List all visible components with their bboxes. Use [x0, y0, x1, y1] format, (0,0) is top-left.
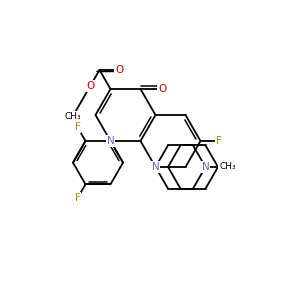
Text: N: N	[152, 162, 159, 172]
Text: F: F	[216, 136, 221, 146]
Text: N: N	[202, 162, 209, 172]
Text: F: F	[75, 193, 80, 203]
Text: CH₃: CH₃	[64, 112, 81, 121]
Text: O: O	[158, 84, 166, 94]
Text: N: N	[106, 136, 114, 146]
Text: N: N	[152, 162, 159, 172]
Text: O: O	[116, 65, 124, 75]
Text: F: F	[75, 122, 80, 132]
Text: CH₃: CH₃	[219, 163, 236, 172]
Text: O: O	[86, 81, 94, 91]
